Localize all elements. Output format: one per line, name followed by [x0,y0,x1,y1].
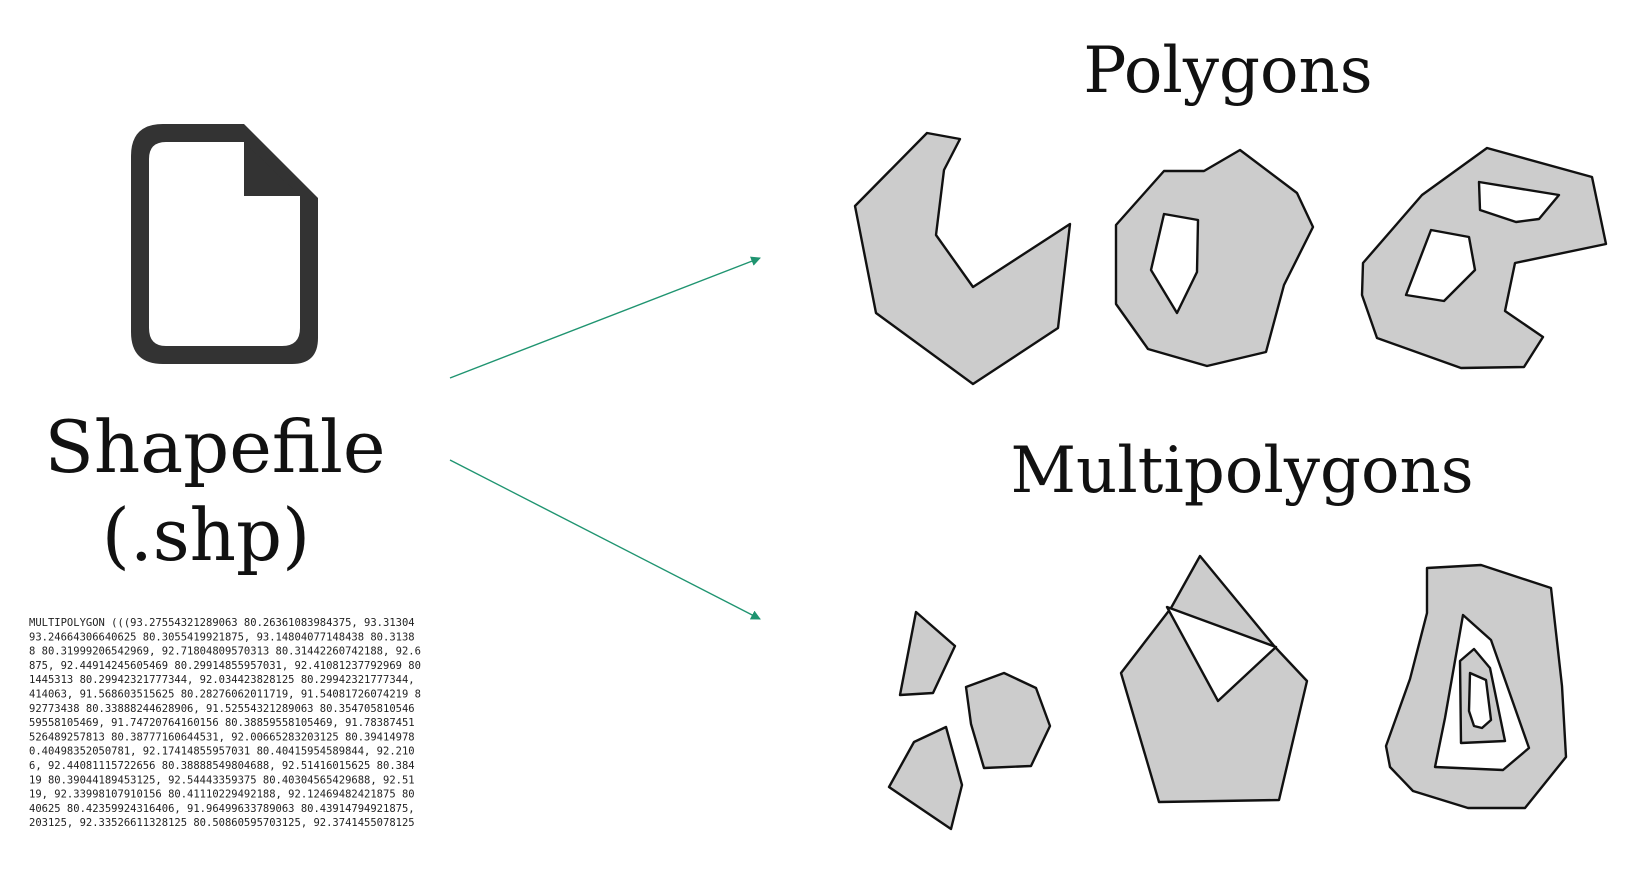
wkt-line: 19 80.39044189453125, 92.54443359375 80.… [29,774,415,786]
source-title: Shapefile [45,405,386,489]
source-subtitle: (.shp) [102,493,310,577]
polygon-with-hole [1114,148,1315,368]
wkt-line: 0.40498352050781, 92.17414855957031 80.4… [29,746,415,758]
wkt-line: 526489257813 80.38777160644531, 92.00665… [29,731,415,743]
wkt-line: 40625 80.42359924316406, 91.964996337890… [29,803,415,815]
wkt-line: 59558105469, 91.74720764160156 80.388595… [29,717,415,729]
wkt-text-block: MULTIPOLYGON (((93.27554321289063 80.263… [29,617,421,829]
arrow-to-multipolygons [449,459,761,620]
polygon-concave [853,131,1072,386]
file-icon [131,124,318,364]
wkt-line: 19, 92.33998107910156 80.41110229492188,… [29,789,415,801]
wkt-line: 875, 92.44914245605469 80.29914855957031… [29,660,421,672]
wkt-line: 8 80.31999206542969, 92.71804809570313 8… [29,646,421,658]
wkt-line: MULTIPOLYGON (((93.27554321289063 80.263… [29,617,415,629]
multipolygon-split-hole [1119,554,1309,804]
multipolygons-heading: Multipolygons [1010,434,1473,508]
wkt-line: 414063, 91.568603515625 80.2827606201171… [29,689,421,701]
wkt-line: 203125, 92.33526611328125 80.50860595703… [29,817,415,829]
multipolygon-nested-rings [1384,563,1568,810]
polygons-heading: Polygons [1083,34,1372,108]
wkt-line: 93.24664306640625 80.3055419921875, 93.1… [29,631,415,643]
wkt-line: 1445313 80.29942321777344, 92.0344238281… [29,674,415,686]
wkt-line: 92773438 80.33888244628906, 91.525543212… [29,703,415,715]
multipolygon-three-parts [887,610,1052,831]
wkt-line: 6, 92.44081115722656 80.38888549804688, … [29,760,415,772]
arrow-to-polygons [449,256,761,379]
polygon-with-two-holes [1360,146,1608,370]
